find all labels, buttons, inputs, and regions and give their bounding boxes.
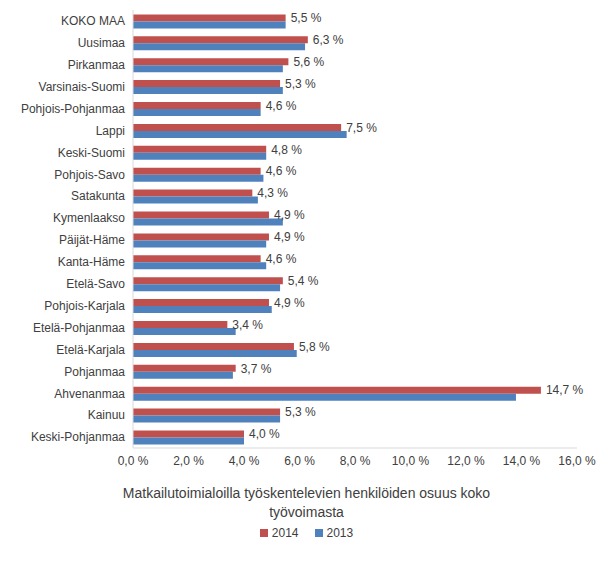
- svg-text:Keski-Pohjanmaa: Keski-Pohjanmaa: [31, 430, 125, 444]
- svg-text:6,3 %: 6,3 %: [313, 33, 344, 47]
- svg-text:3,4 %: 3,4 %: [232, 318, 263, 332]
- svg-text:16,0 %: 16,0 %: [558, 454, 596, 468]
- svg-text:4,6 %: 4,6 %: [266, 164, 297, 178]
- svg-text:Kanta-Häme: Kanta-Häme: [58, 255, 126, 269]
- svg-text:Pohjois-Savo: Pohjois-Savo: [54, 168, 125, 182]
- svg-text:Ahvenanmaa: Ahvenanmaa: [54, 387, 125, 401]
- svg-text:5,3 %: 5,3 %: [285, 77, 316, 91]
- svg-text:4,9 %: 4,9 %: [274, 230, 305, 244]
- svg-text:KOKO MAA: KOKO MAA: [61, 14, 125, 28]
- svg-text:Pohjanmaa: Pohjanmaa: [64, 365, 125, 379]
- html-text:2013: 2013: [326, 526, 354, 540]
- svg-text:Päijät-Häme: Päijät-Häme: [59, 233, 125, 247]
- svg-text:4,6 %: 4,6 %: [266, 252, 297, 266]
- svg-text:4,0 %: 4,0 %: [229, 454, 260, 468]
- svg-text:3,7 %: 3,7 %: [241, 362, 272, 376]
- svg-text:6,0 %: 6,0 %: [284, 454, 315, 468]
- svg-text:8,0 %: 8,0 %: [340, 454, 371, 468]
- svg-text:5,4 %: 5,4 %: [288, 274, 319, 288]
- svg-text:Kainuu: Kainuu: [88, 408, 125, 422]
- svg-text:2,0 %: 2,0 %: [173, 454, 204, 468]
- svg-text:5,3 %: 5,3 %: [285, 405, 316, 419]
- html-text:2014: 2014: [271, 526, 299, 540]
- svg-text:4,9 %: 4,9 %: [274, 296, 305, 310]
- svg-text:4,3 %: 4,3 %: [257, 186, 288, 200]
- svg-text:4,6 %: 4,6 %: [266, 99, 297, 113]
- svg-text:Etelä-Savo: Etelä-Savo: [66, 277, 125, 291]
- svg-text:Etelä-Pohjanmaa: Etelä-Pohjanmaa: [33, 321, 125, 335]
- svg-text:7,5 %: 7,5 %: [346, 121, 377, 135]
- svg-text:Pirkanmaa: Pirkanmaa: [68, 58, 126, 72]
- svg-text:14,0 %: 14,0 %: [503, 454, 541, 468]
- svg-text:Keski-Suomi: Keski-Suomi: [58, 146, 125, 160]
- svg-text:14,7 %: 14,7 %: [546, 383, 584, 397]
- html-text:Matkailutoimialoilla työskente: Matkailutoimialoilla työskentelevien hen…: [122, 485, 491, 520]
- svg-text:0,0 %: 0,0 %: [118, 454, 149, 468]
- svg-text:Lappi: Lappi: [96, 124, 125, 138]
- svg-text:Pohjois-Karjala: Pohjois-Karjala: [44, 299, 125, 313]
- svg-text:12,0 %: 12,0 %: [447, 454, 485, 468]
- svg-text:4,8 %: 4,8 %: [271, 143, 302, 157]
- svg-text:Varsinais-Suomi: Varsinais-Suomi: [39, 80, 125, 94]
- svg-text:Satakunta: Satakunta: [71, 189, 125, 203]
- svg-text:5,6 %: 5,6 %: [293, 55, 324, 69]
- svg-text:Kymenlaakso: Kymenlaakso: [53, 211, 125, 225]
- svg-text:10,0 %: 10,0 %: [392, 454, 430, 468]
- svg-text:Etelä-Karjala: Etelä-Karjala: [56, 343, 125, 357]
- svg-text:4,9 %: 4,9 %: [274, 208, 305, 222]
- svg-text:4,0 %: 4,0 %: [249, 427, 280, 441]
- svg-text:Uusimaa: Uusimaa: [78, 36, 126, 50]
- svg-text:5,5 %: 5,5 %: [291, 11, 322, 25]
- svg-text:Pohjois-Pohjanmaa: Pohjois-Pohjanmaa: [21, 102, 125, 116]
- svg-text:5,8 %: 5,8 %: [299, 340, 330, 354]
